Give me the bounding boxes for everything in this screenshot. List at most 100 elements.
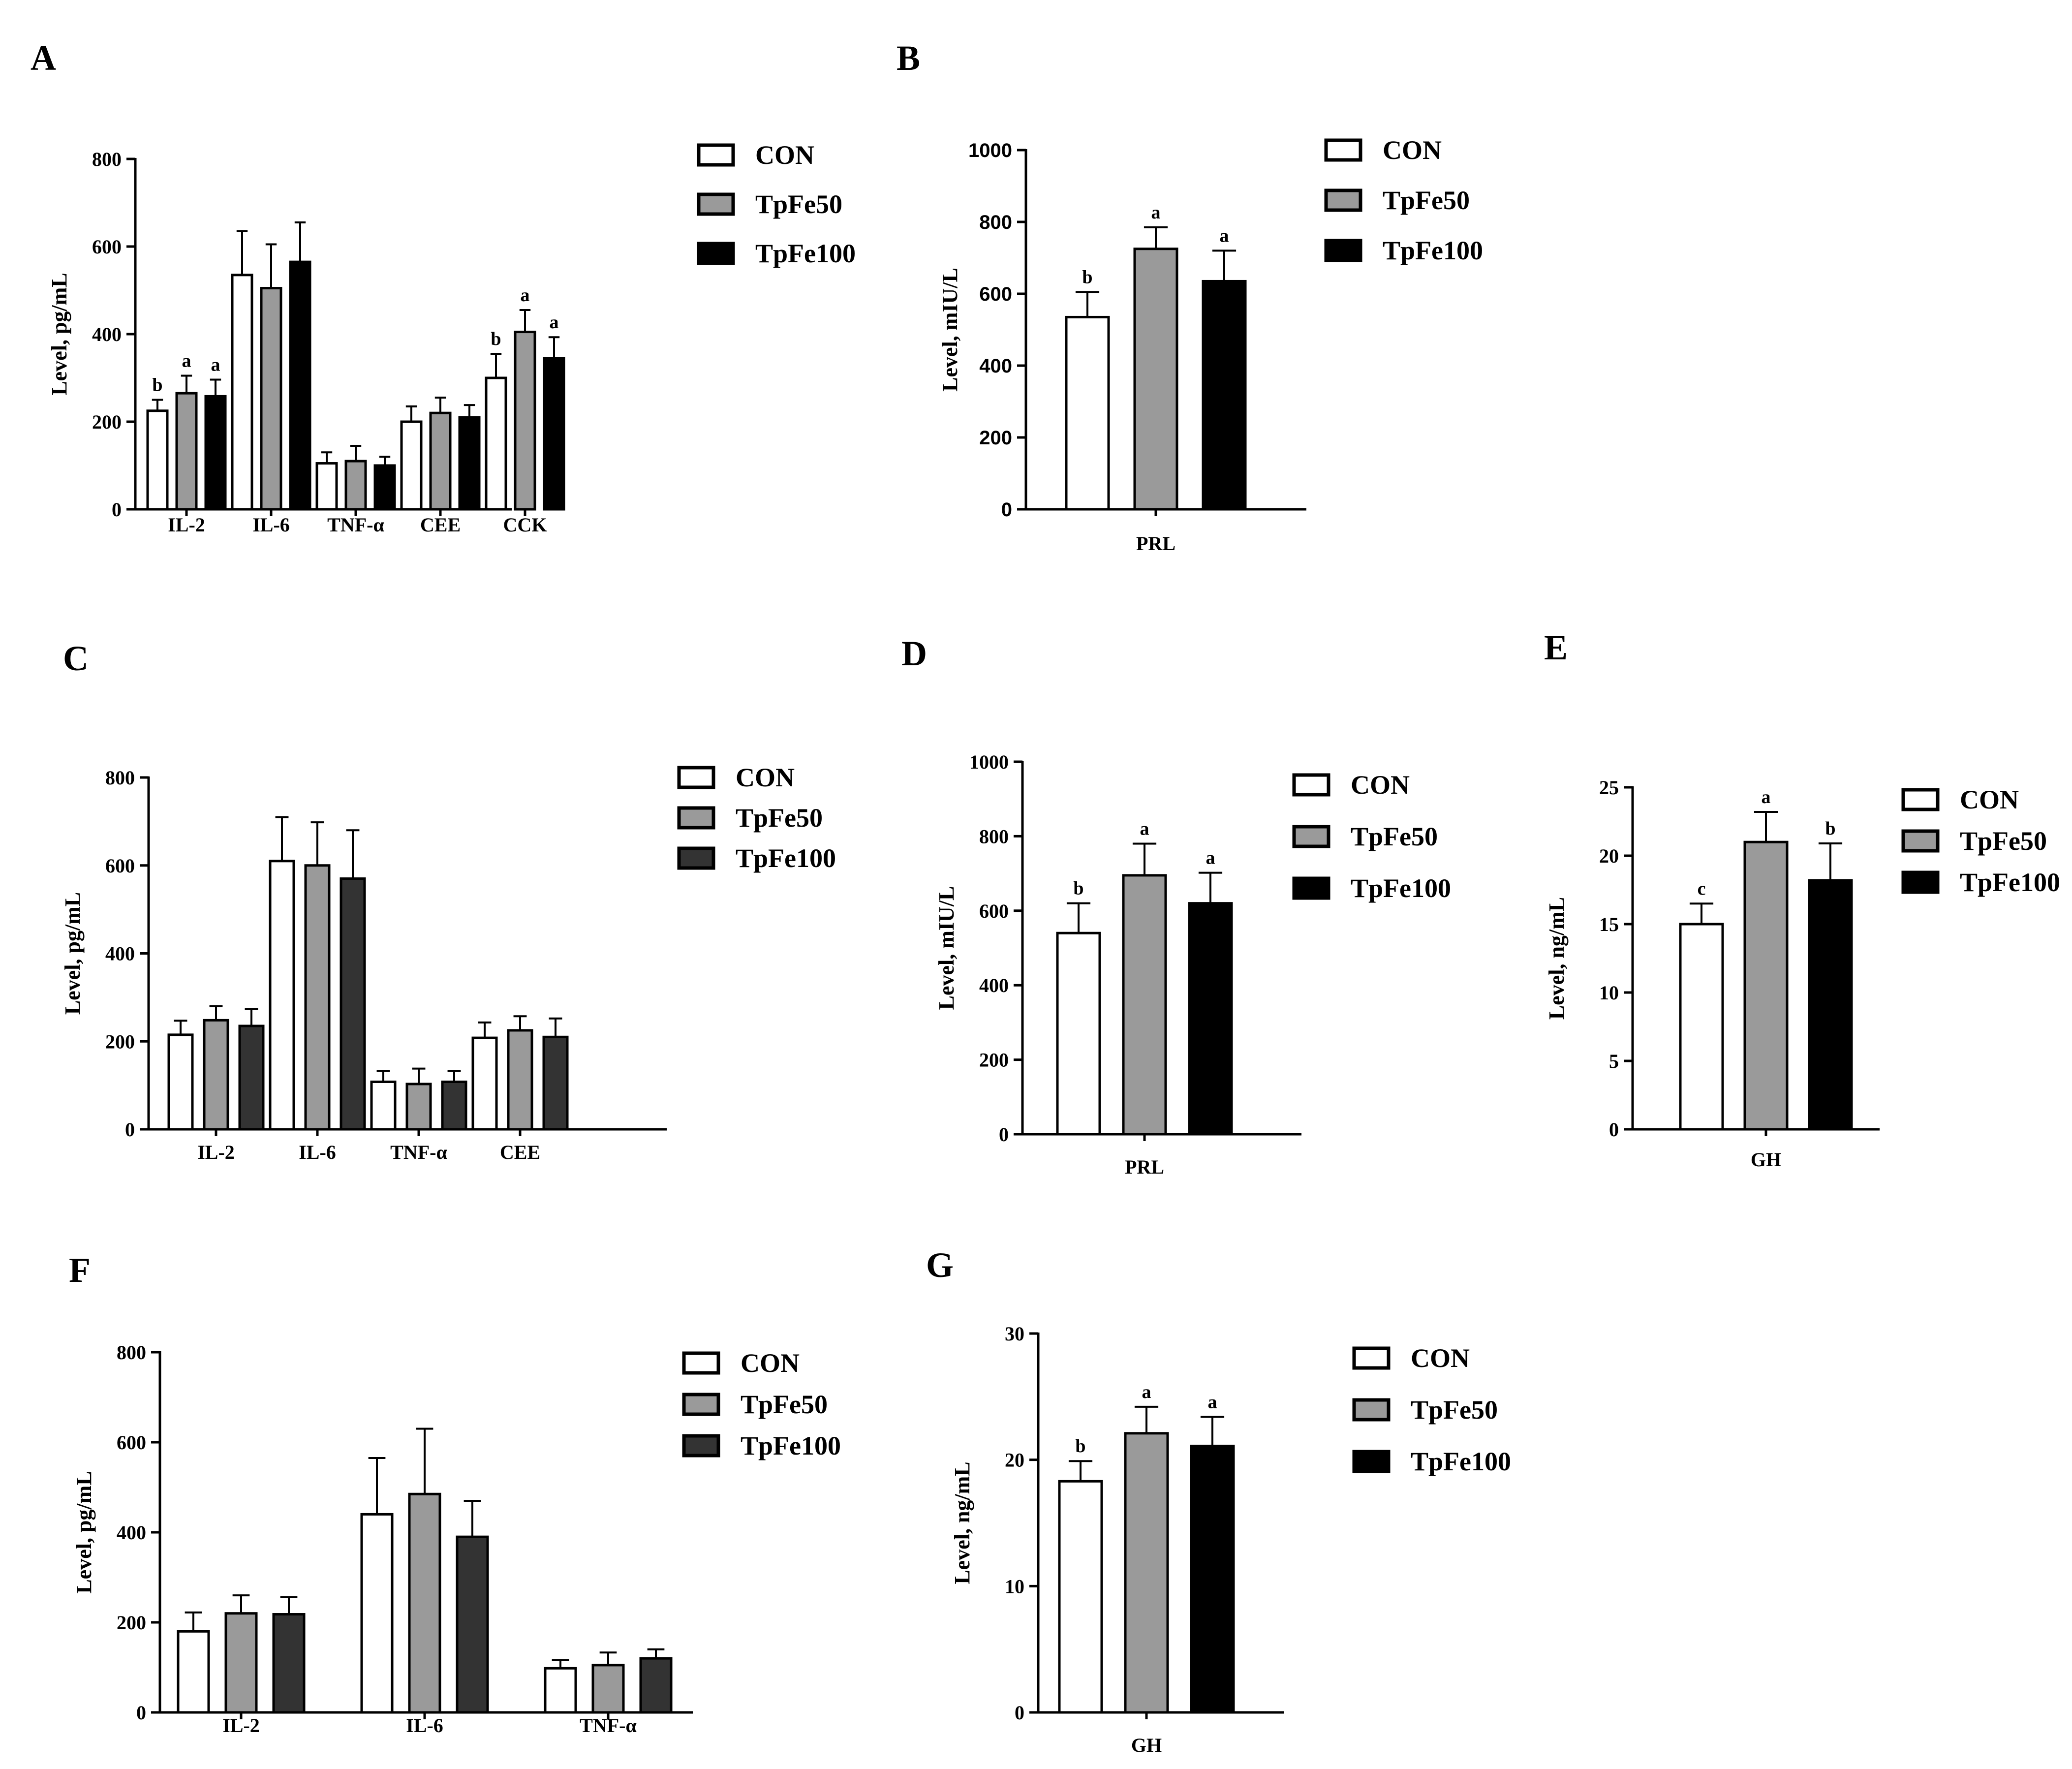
panel-e-legend-swatch-tpfe50 [1901,829,1940,853]
panel-c-legend-label-con: CON [736,763,795,792]
panel-a-sig-letter: a [211,355,220,375]
panel-f-x-category-label: IL-6 [406,1714,443,1737]
panel-e-legend-swatch-con [1901,788,1940,811]
panel-d-y-tick-label: 200 [979,1049,1009,1071]
panel-a-legend-label-con: CON [755,140,814,170]
panel-g-y-tick-label: 10 [1005,1575,1024,1597]
panel-g-chart: G 0 10 20 30 Level, ng/mL b a a GH CON TpFe50 TpFe10… [926,1245,1511,1756]
panel-c-bar-tpfe100-tnf [441,1080,467,1131]
panel-e-bar-con-gh [1679,923,1724,1131]
panel-a-bar-tpfe100-il-6 [289,260,311,511]
panel-b-chart: B 0 200 400 600 800 1000 Level, mIU/L b a a PRL CON T… [897,38,1483,555]
panel-b-legend-label-con: CON [1383,135,1442,165]
panel-c-legend-label-tpfe100: TpFe100 [736,843,836,873]
panel-c-y-tick-label: 0 [125,1118,135,1141]
panel-e-sig-letter: c [1698,878,1706,899]
panel-d-y-tick-label: 0 [999,1123,1009,1146]
panel-b-letter: B [897,38,920,78]
panel-b-y-tick-label: 400 [979,355,1012,377]
panel-d-y-tick-label: 800 [979,825,1009,847]
panel-a-y-tick-label: 400 [92,323,122,345]
panel-a-x-category-label: CEE [420,514,461,536]
panel-d-legend-swatch-tpfe100 [1292,876,1330,900]
panel-b-y-axis-label: Level, mIU/L [938,268,962,392]
panel-a-y-tick-label: 0 [112,498,122,521]
panel-e-y-axis-label: Level, ng/mL [1545,897,1569,1020]
panel-a-legend-swatch-tpfe100 [697,242,735,265]
panel-c-legend-swatch-tpfe100 [677,846,715,870]
panel-g-legend-swatch-tpfe50 [1352,1398,1391,1422]
panel-b-y-tick-label: 200 [979,427,1012,449]
panel-a-y-tick-label: 600 [92,236,122,258]
panel-f-y-tick-label: 800 [117,1341,146,1364]
panel-c-bar-tpfe100-cee [542,1035,569,1131]
panel-d-legend-label-tpfe50: TpFe50 [1351,822,1438,851]
panel-e-bar-tpfe50-gh [1743,840,1789,1131]
panel-c-legend-swatch-tpfe50 [677,806,715,830]
panel-f-legend-label-tpfe50: TpFe50 [741,1390,828,1419]
panel-d-bar-con-prl [1056,931,1101,1136]
panel-d-legend-swatch-con [1292,773,1330,797]
panel-f-legend-swatch-con [682,1351,720,1375]
panel-c-y-axis-label: Level, pg/mL [61,892,85,1015]
panel-c-bar-tpfe100-il-6 [340,877,366,1131]
panel-d-y-tick-label: 1000 [969,751,1009,773]
panel-f-chart: F 0 200 400 600 800 Level, pg/mL IL-2 IL-6 TNF-α C… [69,1250,841,1737]
panel-a-legend-swatch-con [697,143,735,167]
panel-e-legend-label-tpfe100: TpFe100 [1960,868,2060,897]
panel-d-chart: D 0 200 400 600 800 1000 Level, mIU/L b a a PRL CON T… [901,634,1451,1178]
panel-c-x-category-label: CEE [500,1141,540,1163]
panel-f-y-axis-label: Level, pg/mL [72,1471,96,1593]
panel-b-legend-label-tpfe100: TpFe100 [1383,236,1483,265]
panel-f-y-tick-label: 200 [117,1612,146,1634]
panel-e-y-tick-label: 10 [1599,982,1619,1004]
panel-d-legend-label-tpfe100: TpFe100 [1351,873,1451,903]
panel-c-x-category-label: IL-2 [197,1141,235,1163]
panel-c-bar-con-il-2 [167,1033,194,1131]
panel-c-chart: C 0 200 400 600 800 Level, pg/mL IL-2 IL-6 TNF-α C… [61,639,836,1163]
panel-f-bar-tpfe100-tnf [639,1657,673,1714]
panel-c-legend-label-tpfe50: TpFe50 [736,803,823,833]
panel-c-x-category-label: IL-6 [299,1141,336,1163]
panel-g-bar-tpfe50-gh [1124,1432,1169,1714]
panel-a-bar-con-cee [400,420,423,511]
panel-c-bar-tpfe50-cee [507,1029,533,1131]
panel-a-sig-letter: a [182,351,191,372]
panel-a-bar-con-il-6 [231,274,253,511]
panel-c-bar-con-tnf [370,1080,397,1131]
panel-a-bar-tpfe50-cee [429,411,452,511]
panel-c-bar-con-cee [471,1036,498,1131]
panel-a-legend-swatch-tpfe50 [697,192,735,216]
panel-f-legend-label-con: CON [741,1348,800,1378]
panel-b-sig-letter: b [1082,267,1092,287]
panel-c-y-tick-label: 400 [105,943,135,965]
panel-g-y-tick-label: 30 [1005,1323,1024,1345]
panel-a-sig-letter: b [491,329,501,349]
panel-e-bar-tpfe100-gh [1808,879,1853,1131]
panel-c-x-category-label: TNF-α [390,1141,447,1163]
panel-b-y-tick-label: 1000 [968,140,1012,161]
panel-a-sig-letter: a [521,285,530,306]
panel-f-bar-tpfe50-il-2 [224,1612,258,1714]
panel-d-y-axis-label: Level, mIU/L [934,886,959,1010]
panel-a-x-category-label: IL-6 [252,514,290,536]
panel-a-x-category-label: CCK [503,514,547,536]
panel-g-sig-letter: b [1075,1436,1085,1457]
panel-c-letter: C [63,639,89,678]
panel-b-bar-con-prl [1065,315,1110,511]
panel-e-y-tick-label: 15 [1599,913,1619,935]
panel-f-y-tick-label: 400 [117,1521,146,1544]
panel-e-legend-swatch-tpfe100 [1901,870,1940,894]
panel-g-bar-con-gh [1058,1480,1103,1714]
panel-c-bar-tpfe50-il-6 [304,864,331,1131]
panel-e-chart: E 0 5 10 15 20 25 Level, ng/mL c a b GH CON TpFe50 TpF… [1544,628,2060,1171]
panel-b-legend-swatch-con [1324,138,1362,162]
panel-a-legend-label-tpfe100: TpFe100 [755,239,856,268]
panel-c-bar-tpfe50-il-2 [203,1019,229,1131]
panel-b-legend-swatch-tpfe50 [1324,188,1362,212]
panel-c-y-tick-label: 200 [105,1030,135,1053]
panel-a-bar-tpfe100-cee [458,416,481,511]
panel-c-y-tick-label: 800 [105,767,135,789]
panel-g-sig-letter: a [1142,1382,1151,1402]
